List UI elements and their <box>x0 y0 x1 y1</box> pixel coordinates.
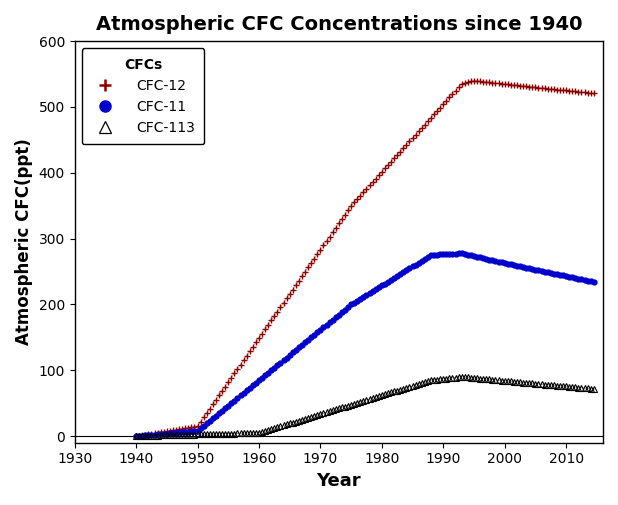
Legend: CFC-12, CFC-11, CFC-113: CFC-12, CFC-11, CFC-113 <box>82 48 205 144</box>
Y-axis label: Atmospheric CFC(ppt): Atmospheric CFC(ppt) <box>15 138 33 345</box>
Title: Atmospheric CFC Concentrations since 1940: Atmospheric CFC Concentrations since 194… <box>96 15 582 34</box>
X-axis label: Year: Year <box>316 472 361 490</box>
